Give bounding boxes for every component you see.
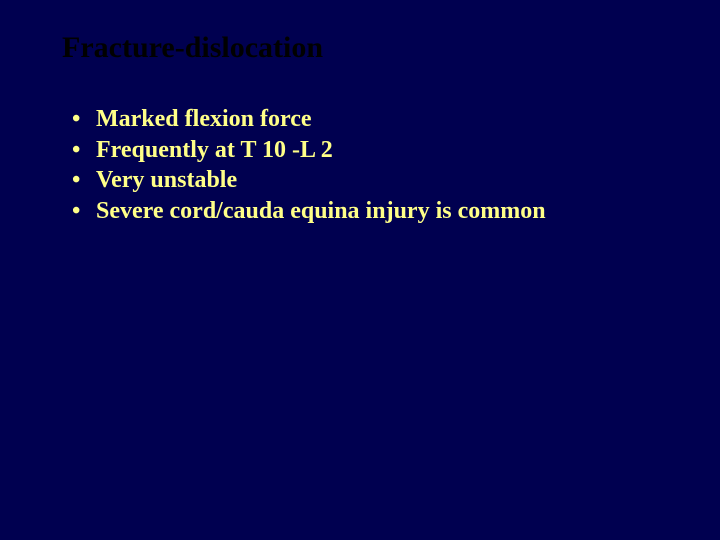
list-item: • Very unstable: [72, 165, 680, 196]
bullet-text: Marked flexion force: [96, 106, 312, 132]
list-item: • Severe cord/cauda equina injury is com…: [72, 196, 680, 227]
bullet-text: Severe cord/cauda equina injury is commo…: [96, 198, 546, 224]
bullet-icon: •: [72, 104, 80, 135]
bullet-text: Very unstable: [96, 167, 237, 193]
list-item: • Marked flexion force: [72, 104, 680, 135]
slide: Fracture-dislocation • Marked flexion fo…: [0, 0, 720, 540]
bullet-icon: •: [72, 135, 80, 166]
bullet-icon: •: [72, 165, 80, 196]
bullet-text: Frequently at T 10 -L 2: [96, 137, 333, 163]
bullet-icon: •: [72, 196, 80, 227]
list-item: • Frequently at T 10 -L 2: [72, 135, 680, 166]
slide-title: Fracture-dislocation: [62, 30, 680, 66]
bullet-list: • Marked flexion force • Frequently at T…: [62, 104, 680, 227]
